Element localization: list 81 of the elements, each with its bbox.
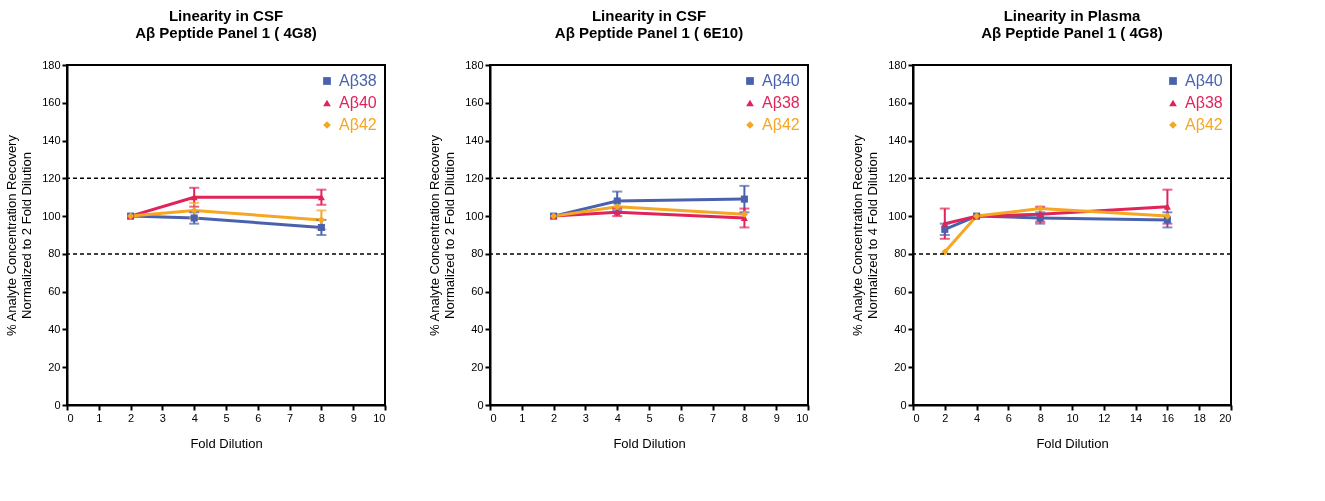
- x-axis-title: Fold Dilution: [613, 435, 686, 451]
- chart-title: Linearity in Plasma Aβ Peptide Panel 1 ( 4G8): [981, 7, 1163, 41]
- y-tick-label: 40: [48, 322, 61, 335]
- x-tick-label: 2: [551, 411, 558, 424]
- y-axis-title: % Analyte Concentration Recovery Normalized to 4 Fold Dilution: [850, 134, 881, 336]
- x-tick-label: 0: [67, 411, 74, 424]
- y-tick-label: 100: [42, 209, 61, 222]
- y-tick-label: 20: [894, 360, 907, 373]
- x-tick-label: 6: [678, 411, 685, 424]
- x-tick-label: 8: [1037, 411, 1044, 424]
- x-tick-label: 0: [913, 411, 920, 424]
- y-tick-label: 0: [54, 398, 61, 411]
- y-tick-label: 140: [465, 134, 484, 147]
- x-tick-label: 7: [287, 411, 294, 424]
- x-tick-label: 5: [223, 411, 230, 424]
- y-tick-label: 160: [42, 96, 61, 109]
- y-tick-label: 0: [477, 398, 484, 411]
- y-tick-label: 140: [888, 134, 907, 147]
- x-tick-label: 2: [128, 411, 135, 424]
- y-axis-title: % Analyte Concentration Recovery Normalized to 2 Fold Dilution: [427, 134, 458, 336]
- x-tick-label: 8: [318, 411, 325, 424]
- x-tick-label: 7: [710, 411, 717, 424]
- x-tick-label: 9: [350, 411, 357, 424]
- x-tick-label: 16: [1161, 411, 1175, 424]
- y-tick-label: 60: [894, 285, 907, 298]
- y-tick-label: 80: [894, 247, 907, 260]
- legend-label: Aβ40: [339, 94, 377, 111]
- y-tick-label: 180: [42, 58, 61, 71]
- x-tick-label: 20: [1219, 411, 1232, 424]
- y-tick-label: 180: [888, 58, 907, 71]
- y-tick-label: 180: [465, 58, 484, 71]
- legend-label: Aβ38: [762, 94, 800, 111]
- x-tick-label: 10: [373, 411, 386, 424]
- y-tick-label: 120: [888, 171, 907, 184]
- legend-label: Aβ42: [1185, 116, 1223, 133]
- x-tick-label: 2: [942, 411, 949, 424]
- y-axis-title: % Analyte Concentration Recovery Normalized to 2 Fold Dilution: [4, 134, 35, 336]
- x-tick-label: 3: [159, 411, 166, 424]
- y-tick-label: 40: [894, 322, 907, 335]
- x-tick-label: 10: [1066, 411, 1079, 424]
- x-tick-label: 3: [582, 411, 589, 424]
- legend-label: Aβ42: [762, 116, 800, 133]
- x-axis-title: Fold Dilution: [190, 435, 263, 451]
- x-tick-label: 1: [96, 411, 103, 424]
- chart-title: Linearity in CSF Aβ Peptide Panel 1 ( 4G8): [135, 7, 317, 41]
- x-tick-label: 14: [1129, 411, 1143, 424]
- x-tick-label: 6: [255, 411, 262, 424]
- y-tick-label: 0: [900, 398, 907, 411]
- y-tick-label: 100: [465, 209, 484, 222]
- y-tick-label: 60: [48, 285, 61, 298]
- y-tick-label: 80: [48, 247, 61, 260]
- x-tick-label: 8: [741, 411, 748, 424]
- legend-label: Aβ38: [339, 72, 377, 89]
- x-tick-label: 1: [519, 411, 526, 424]
- y-tick-label: 60: [471, 285, 484, 298]
- y-tick-label: 120: [42, 171, 61, 184]
- legend-label: Aβ40: [762, 72, 800, 89]
- x-tick-label: 10: [796, 411, 809, 424]
- x-tick-label: 9: [773, 411, 780, 424]
- y-tick-label: 80: [471, 247, 484, 260]
- y-tick-label: 140: [42, 134, 61, 147]
- y-tick-label: 20: [48, 360, 61, 373]
- x-tick-label: 4: [191, 411, 198, 424]
- legend-label: Aβ38: [1185, 94, 1223, 111]
- x-tick-label: 18: [1193, 411, 1206, 424]
- x-axis-title: Fold Dilution: [1036, 435, 1109, 451]
- x-tick-label: 4: [614, 411, 621, 424]
- legend-label: Aβ42: [339, 116, 377, 133]
- x-tick-label: 6: [1005, 411, 1012, 424]
- y-tick-label: 100: [888, 209, 907, 222]
- x-tick-label: 12: [1098, 411, 1111, 424]
- x-tick-label: 4: [974, 411, 981, 424]
- x-tick-label: 5: [646, 411, 653, 424]
- y-tick-label: 20: [471, 360, 484, 373]
- y-tick-label: 160: [888, 96, 907, 109]
- y-tick-label: 120: [465, 171, 484, 184]
- y-tick-label: 40: [471, 322, 484, 335]
- chart-title: Linearity in CSF Aβ Peptide Panel 1 ( 6E10): [554, 7, 744, 41]
- legend-label: Aβ40: [1185, 72, 1223, 89]
- y-tick-label: 160: [465, 96, 484, 109]
- x-tick-label: 0: [490, 411, 497, 424]
